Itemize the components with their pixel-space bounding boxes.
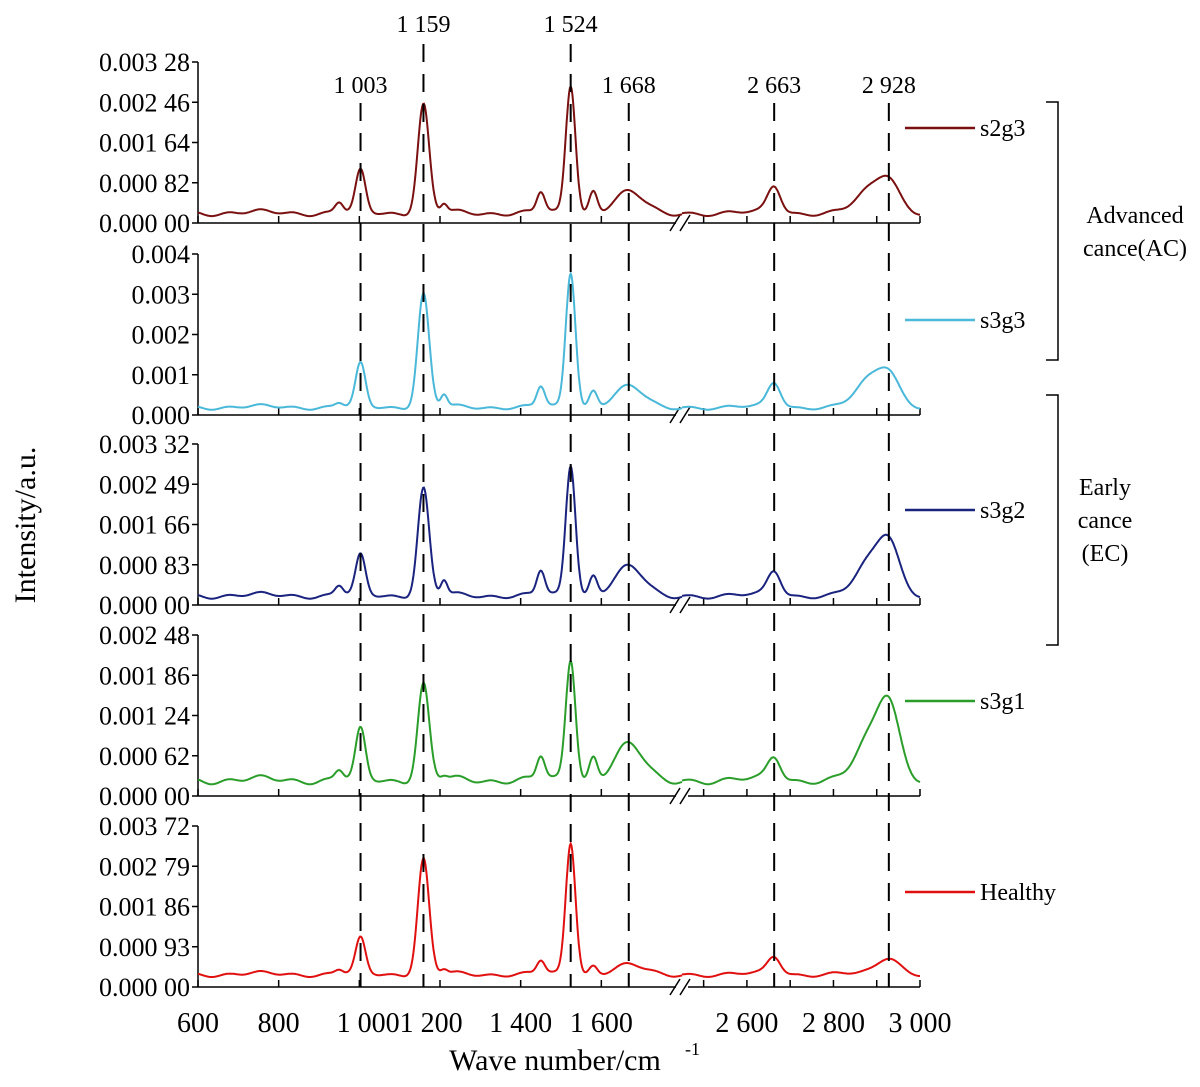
y-tick-label: 0.002 46: [99, 88, 190, 117]
y-tick-label: 0.003: [132, 280, 191, 309]
series-line-Healthy-high: [681, 955, 920, 979]
axis-break-mark: [669, 787, 681, 805]
series-line-s2g3-high: [681, 174, 921, 217]
y-tick-label: 0.001 86: [99, 893, 190, 922]
series-line-Healthy: [197, 841, 683, 978]
series-line-s2g3: [197, 84, 683, 218]
y-tick-label: 0.002 49: [99, 470, 190, 499]
y-tick-label: 0.000 00: [99, 973, 190, 1002]
x-tick-label: 1 400: [489, 1008, 552, 1039]
x-tick-label: 600: [177, 1008, 219, 1039]
axis-break-mark: [669, 978, 681, 996]
group-bracket: [1046, 101, 1059, 361]
y-tick-label: 0.000 00: [99, 209, 190, 238]
reference-label-1003: 1 003: [334, 73, 388, 99]
x-tick-label: 800: [258, 1008, 300, 1039]
y-tick-label: 0.000 82: [99, 169, 190, 198]
x-tick-label: 2 800: [802, 1008, 865, 1039]
legend-label-s2g3: s2g3: [980, 116, 1025, 142]
series-line-s3g3: [197, 271, 683, 411]
axis-break-mark: [669, 214, 681, 232]
y-tick-label: 0.001 64: [99, 129, 190, 158]
axis-break-mark: [679, 978, 691, 996]
legend-label-s3g3: s3g3: [980, 308, 1025, 334]
reference-label-1668: 1 668: [602, 73, 656, 99]
y-tick-label: 0.000 62: [99, 742, 190, 771]
reference-label-1524: 1 524: [544, 12, 598, 38]
group-label: (EC): [1082, 541, 1129, 567]
axis-break-mark: [679, 214, 691, 232]
y-tick-label: 0.001 86: [99, 661, 190, 690]
y-tick-label: 0.002: [132, 321, 191, 350]
x-tick-label: 1 600: [570, 1008, 633, 1039]
y-tick-label: 0.002 48: [99, 621, 190, 650]
y-axis-title: Intensity/a.u.: [9, 447, 42, 604]
y-tick-label: 0.003 32: [99, 430, 190, 459]
y-tick-label: 0.000 00: [99, 591, 190, 620]
y-tick-label: 0.000 83: [99, 551, 190, 580]
x-tick-label: 1 0001 200: [337, 1008, 463, 1039]
axis-break-mark: [679, 406, 691, 424]
series-line-s3g3-high: [681, 366, 921, 411]
reference-label-1159: 1 159: [396, 12, 450, 38]
y-tick-label: 0.000 00: [99, 782, 190, 811]
series-line-s3g1-high: [681, 694, 921, 786]
legend-label-s3g2: s3g2: [980, 498, 1025, 524]
y-tick-label: 0.001 66: [99, 511, 190, 540]
group-bracket: [1046, 394, 1059, 646]
y-tick-label: 0.000: [132, 401, 191, 430]
y-tick-label: 0.003 28: [99, 48, 190, 77]
x-tick-label: 3 000: [889, 1008, 952, 1039]
y-tick-label: 0.004: [132, 240, 191, 269]
group-label: Early: [1079, 475, 1131, 501]
group-label: cance: [1078, 508, 1133, 534]
x-axis-title: Wave number/cm: [449, 1044, 661, 1077]
series-line-s3g1: [197, 658, 683, 786]
series-line-s3g2-high: [681, 533, 921, 600]
legend-label-s3g1: s3g1: [980, 689, 1025, 715]
group-label: cance(AC): [1083, 236, 1187, 262]
series-line-s3g2: [197, 463, 683, 600]
axis-break-mark: [679, 596, 691, 614]
legend-label-Healthy: Healthy: [980, 880, 1056, 906]
y-tick-label: 0.003 72: [99, 812, 190, 841]
reference-label-2663: 2 663: [747, 73, 801, 99]
y-tick-label: 0.002 79: [99, 852, 190, 881]
y-tick-label: 0.001 24: [99, 702, 190, 731]
x-axis-title-superscript: -1: [685, 1039, 700, 1059]
axis-break-mark: [669, 596, 681, 614]
y-tick-label: 0.000 93: [99, 933, 190, 962]
x-tick-label: 2 600: [715, 1008, 778, 1039]
reference-label-2928: 2 928: [862, 73, 916, 99]
axis-break-mark: [679, 787, 691, 805]
group-label: Advanced: [1086, 203, 1183, 229]
y-tick-label: 0.001: [132, 361, 191, 390]
